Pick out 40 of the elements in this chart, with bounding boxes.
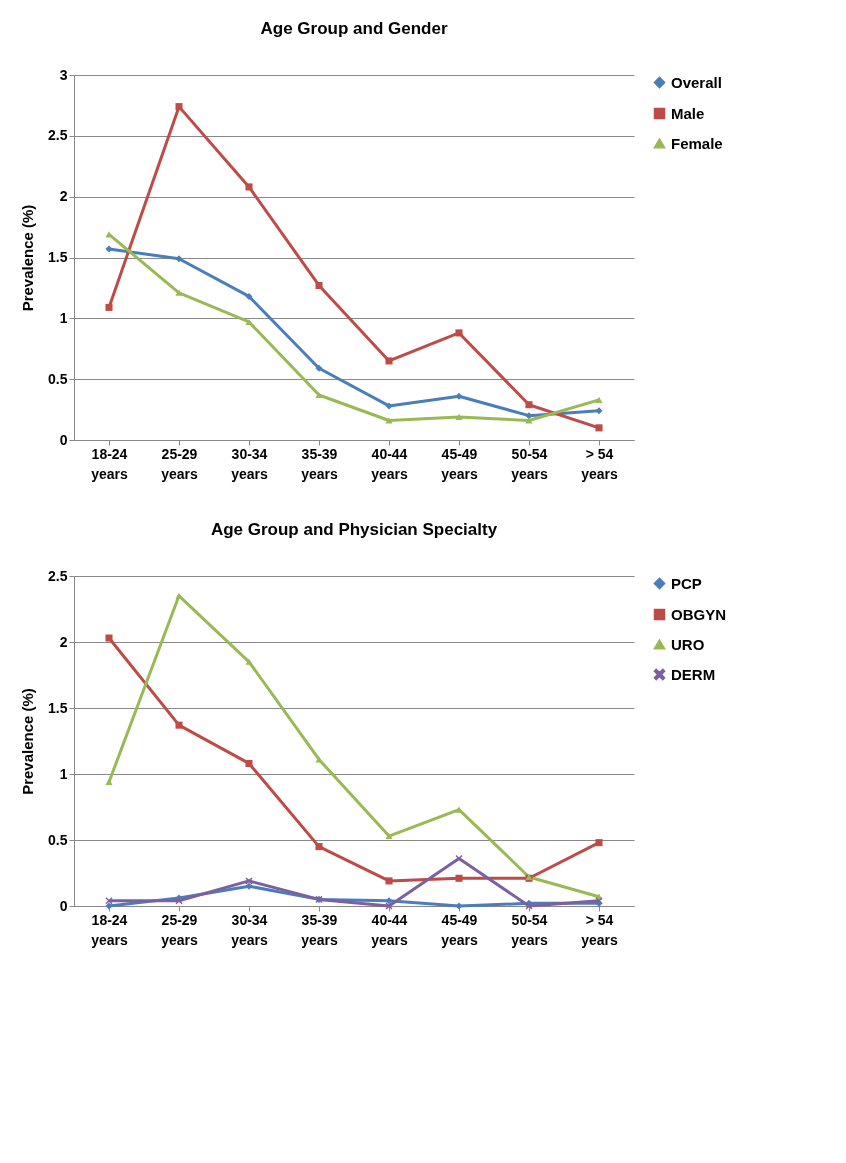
x-tick-label: 40-44 years (371, 911, 409, 948)
x-tick-label: 45-49 years (441, 911, 479, 948)
x-tick-label: 35-39 years (301, 911, 339, 948)
x-tick-label: 25-29 years (161, 911, 199, 948)
y-tick-label: 2 (59, 188, 68, 205)
y-tick-label: 0 (59, 897, 68, 914)
chart-title: Age Group and Gender (260, 19, 448, 38)
y-tick-label: 1 (59, 309, 68, 326)
x-tick-label: 30-34 years (231, 445, 269, 482)
y-axis-title: Prevalence (%) (19, 204, 37, 312)
y-tick-label: 2.5 (48, 127, 68, 144)
x-tick-label: 50-54 years (511, 911, 549, 948)
x-tick-label: 50-54 years (511, 445, 549, 482)
y-tick-label: 0.5 (48, 831, 68, 848)
y-tick-label: 0 (59, 431, 68, 448)
x-tick-label: > 54 years (581, 911, 619, 948)
y-tick-label: 1 (59, 765, 68, 782)
x-tick-label: 30-34 years (231, 911, 269, 948)
legend-label: URO (671, 635, 705, 653)
y-tick-label: 1.5 (48, 699, 68, 716)
chart-title: Age Group and Physician Specialty (210, 520, 498, 539)
y-tick-label: 3 (59, 66, 68, 83)
y-axis-title: Prevalence (%) (19, 688, 37, 795)
legend-label: Female (671, 134, 723, 152)
y-tick-label: 2.5 (48, 567, 68, 584)
x-tick-label: 45-49 years (441, 445, 479, 482)
x-tick-label: 35-39 years (301, 445, 339, 482)
legend-label: Overall (671, 73, 722, 91)
x-tick-label: > 54 years (581, 445, 619, 482)
legend-label: PCP (671, 574, 702, 592)
legend-label: Male (671, 104, 705, 122)
y-tick-label: 0.5 (48, 370, 68, 387)
y-tick-label: 1.5 (48, 249, 68, 265)
legend-label: OBGYN (671, 605, 727, 623)
x-tick-label: 40-44 years (371, 445, 409, 482)
x-tick-label: 18-24 years (91, 445, 129, 482)
x-tick-label: 25-29 years (161, 445, 199, 482)
y-tick-label: 2 (59, 633, 68, 650)
legend-label: DERM (671, 665, 716, 683)
x-tick-label: 18-24 years (91, 911, 129, 948)
